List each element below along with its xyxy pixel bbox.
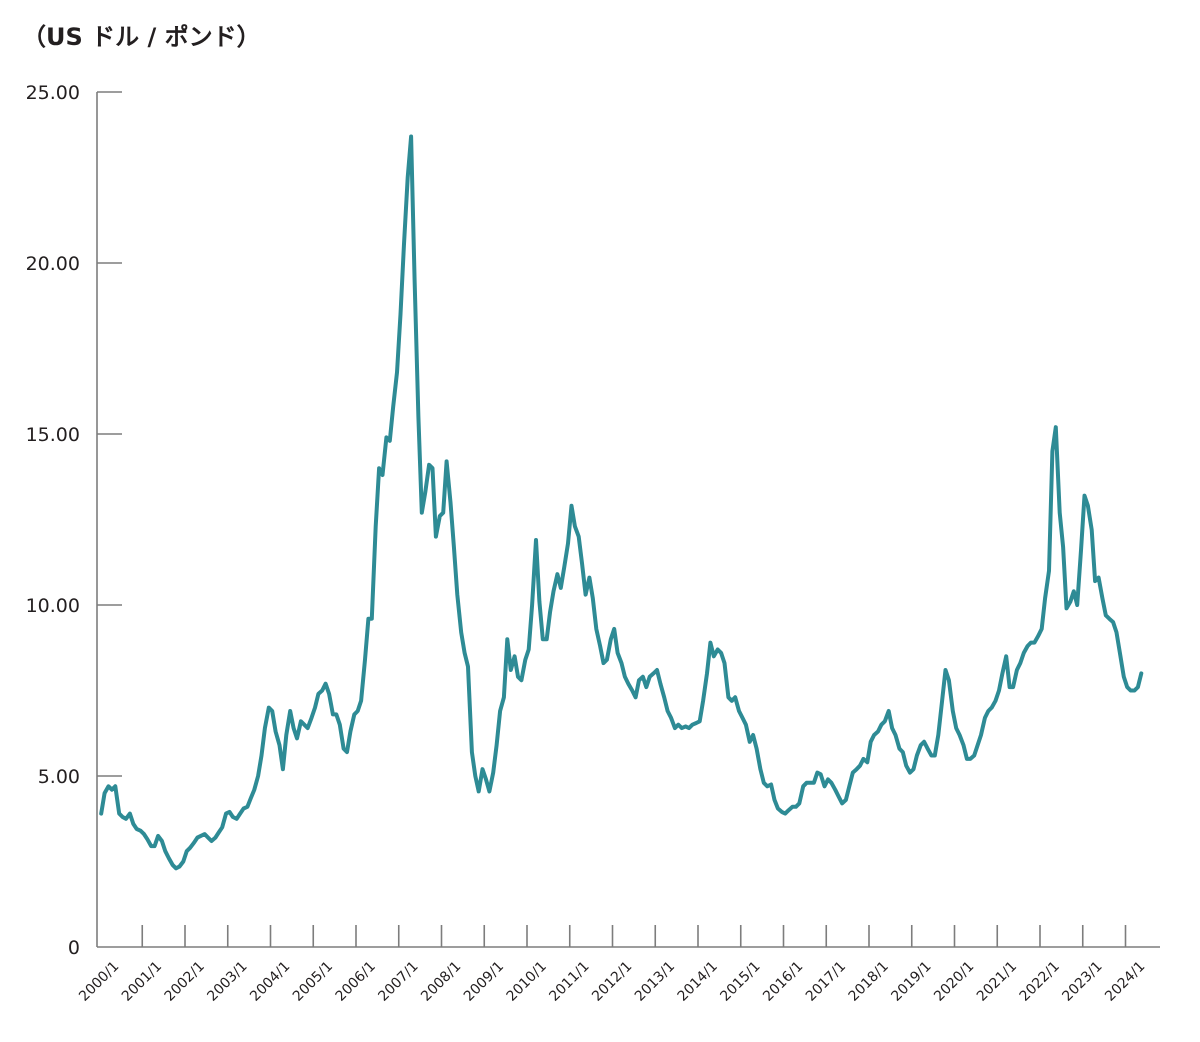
x-tick-label: 2015/1 <box>717 959 763 1005</box>
x-tick-label: 2011/1 <box>546 959 592 1005</box>
x-tick-label: 2018/1 <box>846 959 892 1005</box>
x-tick-label: 2003/1 <box>204 959 250 1005</box>
x-tick-label: 2012/1 <box>589 959 635 1005</box>
y-tick-label: 15.00 <box>26 424 80 446</box>
x-tick-label: 2020/1 <box>931 959 977 1005</box>
x-tick-label: 2006/1 <box>333 959 379 1005</box>
y-tick-label: 10.00 <box>26 595 80 617</box>
x-tick-label: 2004/1 <box>247 959 293 1005</box>
x-tick-label: 2001/1 <box>119 959 165 1005</box>
x-tick-label: 2007/1 <box>375 959 421 1005</box>
y-axis: 0 5.00 10.00 15.00 20.00 25.00 <box>26 82 122 959</box>
x-axis: 2000/12001/12002/12003/12004/12005/12006… <box>76 925 1160 1005</box>
x-tick-label: 2024/1 <box>1102 959 1148 1005</box>
x-tick-label: 2023/1 <box>1059 959 1105 1005</box>
x-tick-label: 2016/1 <box>760 959 806 1005</box>
x-tick-label: 2008/1 <box>418 959 464 1005</box>
x-tick-label: 2009/1 <box>461 959 507 1005</box>
x-tick-label: 2017/1 <box>803 959 849 1005</box>
x-tick-label: 2005/1 <box>290 959 336 1005</box>
y-axis-unit-label: （US ドル / ポンド） <box>22 23 261 51</box>
x-tick-label: 2010/1 <box>504 959 550 1005</box>
y-tick-label: 5.00 <box>38 766 80 788</box>
x-tick-label: 2021/1 <box>974 959 1020 1005</box>
x-tick-label: 2014/1 <box>675 959 721 1005</box>
x-tick-label: 2019/1 <box>888 959 934 1005</box>
y-tick-label: 20.00 <box>26 253 80 275</box>
x-tick-label: 2022/1 <box>1017 959 1063 1005</box>
x-tick-label: 2000/1 <box>76 959 122 1005</box>
y-tick-label: 25.00 <box>26 82 80 104</box>
price-series-line <box>99 134 1144 871</box>
x-tick-label: 2013/1 <box>632 959 678 1005</box>
x-tick-label: 2002/1 <box>162 959 208 1005</box>
y-tick-label: 0 <box>68 937 80 959</box>
plot-area <box>99 134 1144 871</box>
